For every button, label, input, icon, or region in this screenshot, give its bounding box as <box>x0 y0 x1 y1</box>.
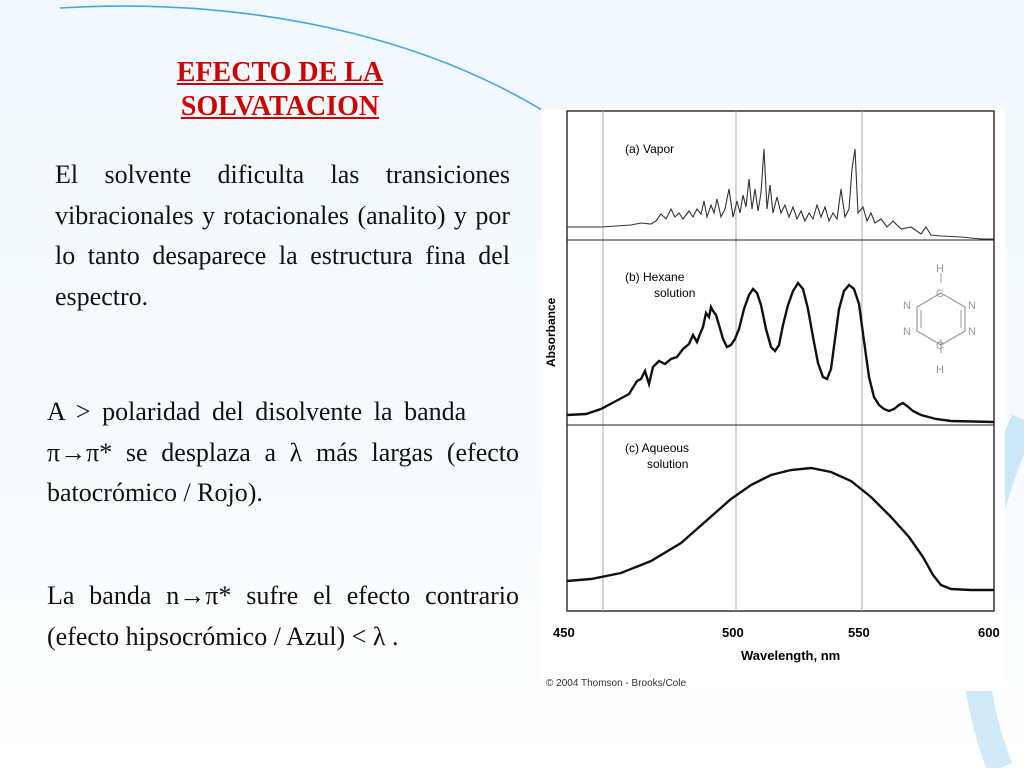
tetrazine-structure: H C C H N N N N <box>903 263 976 376</box>
title-line-2: SOLVATACION <box>180 91 380 122</box>
x-tick-450: 450 <box>553 625 575 640</box>
molecule-n3: N <box>968 300 976 312</box>
molecule-bottom-h: H <box>936 364 944 376</box>
x-tick-550: 550 <box>848 625 870 640</box>
paragraph-solvent: El solvente dificulta las transiciones v… <box>55 160 510 311</box>
vapor-spectrum <box>567 148 994 240</box>
x-tick-600: 600 <box>978 625 1000 640</box>
panel-a-label: (a) Vapor <box>625 142 674 156</box>
aqueous-spectrum <box>566 466 994 592</box>
title-line-1: EFECTO DE LA <box>176 57 384 88</box>
x-axis-label: Wavelength, nm <box>741 648 840 663</box>
hexane-spectrum <box>566 280 995 424</box>
molecule-n2: N <box>903 326 911 338</box>
panel-b-label-2: solution <box>654 286 695 300</box>
x-tick-500: 500 <box>722 625 744 640</box>
panel-b-label-1: (b) Hexane <box>625 270 685 284</box>
y-axis-label: Absorbance <box>544 297 558 367</box>
molecule-bottom-c: C <box>936 340 944 352</box>
molecule-top-h: H <box>936 263 944 275</box>
paragraph-polarity: A > polaridad del disolvente la banda π→… <box>47 397 519 507</box>
molecule-n4: N <box>968 326 976 338</box>
copyright-note: © 2004 Thomson - Brooks/Cole <box>546 678 686 689</box>
molecule-n1: N <box>903 300 911 312</box>
spectra-figure: (a) Vapor (b) Hexane solution (c) Aqueou… <box>541 109 1005 691</box>
molecule-top-c: C <box>936 288 944 300</box>
panel-c-label-2: solution <box>647 457 688 471</box>
slide-title: EFECTO DE LA SOLVATACION <box>120 56 440 124</box>
panel-c-label-1: (c) Aqueous <box>625 441 689 455</box>
paragraph-n-pi: La banda n→π* sufre el efecto contrario … <box>47 581 519 651</box>
